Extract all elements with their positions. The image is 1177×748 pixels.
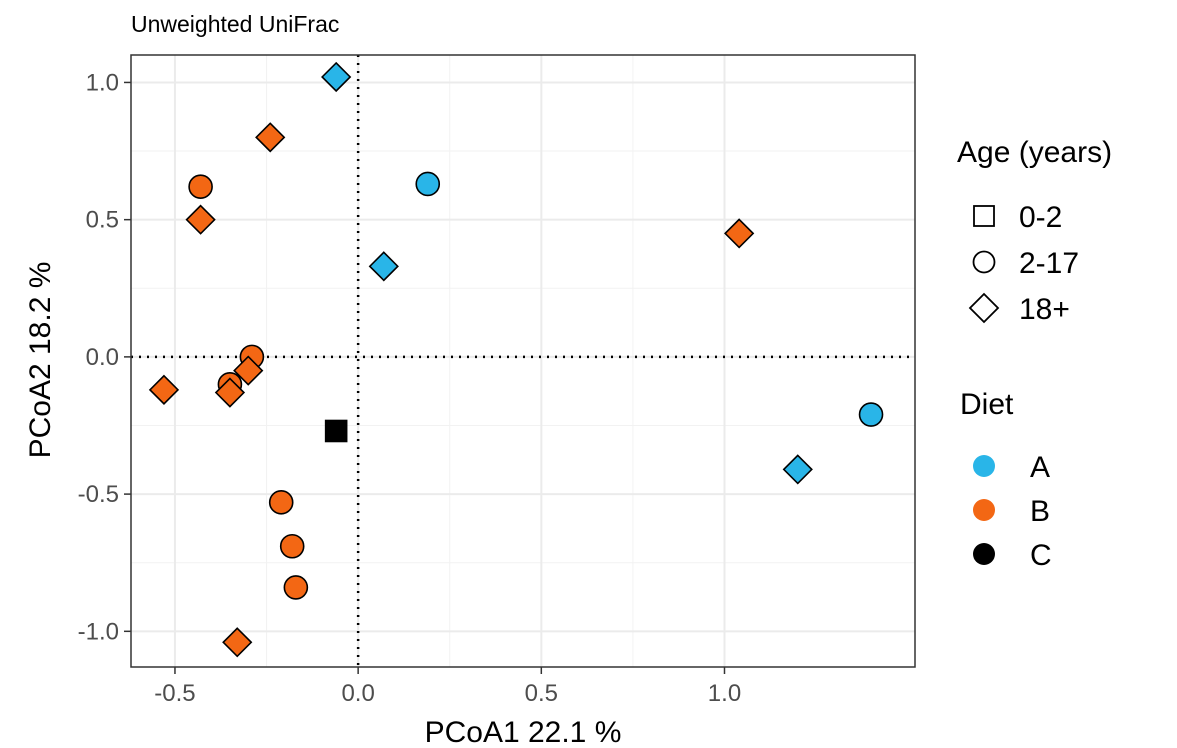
legend-age-label: 18+ xyxy=(1019,293,1070,326)
diet-color-icon xyxy=(973,499,995,521)
legend-age-label: 2-17 xyxy=(1019,247,1079,280)
data-point xyxy=(858,402,884,427)
plot-border xyxy=(130,54,916,668)
legend-age-item: 18+ xyxy=(968,292,1070,326)
data-point xyxy=(283,575,309,600)
legend-age-item: 2-17 xyxy=(972,247,1079,280)
x-axis-label: PCoA1 22.1 % xyxy=(425,716,622,748)
x-tick-label: 0.5 xyxy=(525,680,558,707)
legend-diet-label: C xyxy=(1030,539,1052,572)
y-axis: -1.0 -0.5 0.0 0.5 1.0 xyxy=(78,69,131,645)
data-point xyxy=(724,218,755,249)
y-tick-label: 1.0 xyxy=(86,69,119,96)
x-tick-label: 0.0 xyxy=(341,680,374,707)
data-point xyxy=(255,122,286,153)
legend-diet-label: A xyxy=(1030,451,1050,484)
legend-diet-item: B xyxy=(973,495,1050,528)
legend-diet-label: B xyxy=(1030,495,1050,528)
x-axis: -0.5 0.0 0.5 1.0 xyxy=(154,667,741,707)
y-axis-label: PCoA2 18.2 % xyxy=(24,262,57,459)
data-point xyxy=(148,374,180,405)
diet-color-icon xyxy=(973,543,995,565)
x-tick-label: -0.5 xyxy=(154,680,195,707)
data-point xyxy=(782,454,813,485)
legend-diet: Diet ABC xyxy=(960,388,1052,572)
data-point xyxy=(188,174,213,200)
data-point xyxy=(233,355,264,386)
circle-icon xyxy=(972,250,996,274)
data-point xyxy=(324,419,348,443)
data-point xyxy=(321,61,352,93)
legend-diet-item: A xyxy=(973,451,1050,484)
y-tick-label: 0.5 xyxy=(86,207,119,234)
legend-age-item: 0-2 xyxy=(973,201,1062,234)
square-icon xyxy=(973,205,995,227)
y-tick-label: -1.0 xyxy=(78,618,119,645)
legend-diet-item: C xyxy=(973,539,1052,572)
y-tick-label: -0.5 xyxy=(78,481,119,508)
data-point xyxy=(185,204,216,235)
legend-age-title: Age (years) xyxy=(957,136,1112,169)
diet-color-icon xyxy=(973,455,995,477)
data-point xyxy=(368,251,399,282)
data-point xyxy=(222,627,253,658)
legend-age: Age (years) 0-2 2-17 18+ xyxy=(957,136,1112,326)
data-point xyxy=(268,490,294,515)
x-tick-label: 1.0 xyxy=(708,680,741,707)
y-tick-label: 0.0 xyxy=(86,344,119,371)
legend-diet-title: Diet xyxy=(960,388,1014,421)
data-point xyxy=(279,533,305,559)
data-point xyxy=(214,377,246,408)
chart-title: Unweighted UniFrac xyxy=(131,11,339,37)
plot-panel xyxy=(130,54,916,668)
data-point xyxy=(415,171,441,197)
diamond-icon xyxy=(968,292,1000,324)
legend-age-label: 0-2 xyxy=(1019,201,1062,234)
